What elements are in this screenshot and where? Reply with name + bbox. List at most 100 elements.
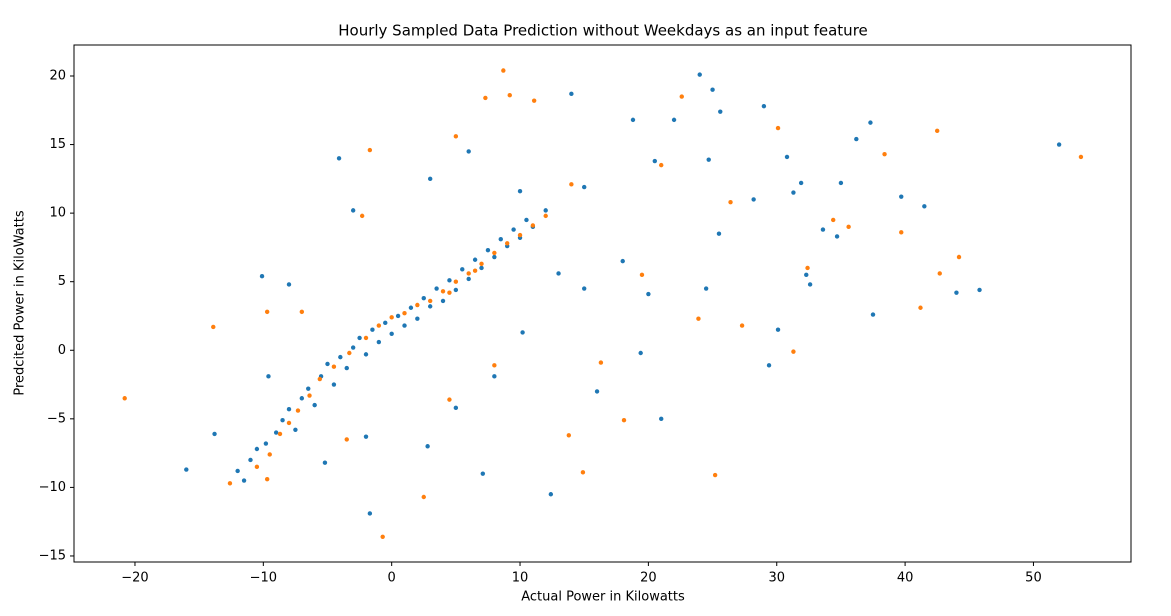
point — [791, 349, 796, 354]
point — [854, 136, 859, 142]
point — [453, 287, 459, 293]
point — [620, 258, 625, 264]
point — [899, 230, 904, 235]
x-tick-label: 20 — [640, 571, 657, 586]
point — [706, 157, 711, 162]
point — [483, 95, 488, 101]
point — [273, 430, 279, 435]
point — [504, 241, 510, 246]
point — [367, 511, 373, 516]
point — [425, 444, 430, 449]
point — [415, 302, 420, 308]
point — [376, 323, 382, 328]
chart-title: Hourly Sampled Data Prediction without W… — [338, 22, 868, 40]
point — [703, 286, 709, 291]
point — [312, 402, 317, 408]
point — [357, 335, 362, 341]
point — [517, 188, 523, 194]
point — [322, 460, 328, 465]
point — [453, 279, 459, 284]
point — [317, 376, 322, 382]
point — [716, 231, 722, 236]
point — [569, 91, 574, 97]
point — [621, 418, 627, 423]
point — [336, 156, 342, 161]
point — [524, 217, 529, 223]
point — [421, 295, 426, 301]
x-tick-label: −10 — [250, 571, 277, 586]
point — [479, 261, 484, 267]
point — [440, 298, 446, 304]
point — [263, 441, 269, 446]
x-tick-label: 10 — [512, 571, 529, 586]
point — [286, 282, 292, 287]
point — [264, 476, 270, 482]
point — [899, 194, 904, 199]
x-axis-label: Actual Power in Kilowatts — [521, 590, 685, 605]
point — [453, 134, 459, 139]
point — [710, 87, 715, 92]
point — [427, 176, 433, 182]
point — [659, 162, 664, 168]
point — [122, 396, 127, 401]
point — [1056, 142, 1062, 147]
point — [804, 272, 809, 278]
point — [466, 276, 471, 282]
point — [402, 323, 407, 328]
point — [882, 151, 887, 157]
point — [569, 182, 574, 187]
point — [266, 374, 271, 379]
point — [286, 420, 292, 426]
point — [805, 265, 810, 271]
y-tick-label: 20 — [49, 68, 66, 83]
point — [472, 257, 478, 262]
point — [761, 103, 767, 109]
point — [254, 464, 260, 470]
point — [775, 327, 781, 332]
y-tick-label: 15 — [49, 137, 66, 152]
point — [956, 254, 962, 260]
point — [697, 72, 702, 77]
point — [306, 386, 311, 391]
point — [646, 291, 651, 297]
point — [517, 232, 523, 238]
point — [679, 94, 684, 99]
point — [807, 282, 813, 287]
point — [350, 208, 356, 213]
point — [472, 268, 478, 273]
point — [530, 223, 536, 228]
point — [227, 481, 233, 486]
point — [507, 92, 512, 98]
point — [402, 311, 407, 316]
point — [594, 389, 600, 394]
point — [264, 309, 270, 315]
point — [376, 339, 382, 345]
point — [598, 360, 604, 365]
point — [659, 416, 664, 422]
y-tick-label: −10 — [39, 480, 66, 495]
point — [344, 365, 349, 371]
point — [248, 457, 253, 463]
point — [395, 313, 401, 319]
point — [784, 154, 790, 160]
point — [363, 352, 369, 357]
point — [739, 323, 745, 328]
point — [492, 250, 497, 256]
point — [696, 316, 701, 321]
point — [798, 180, 804, 186]
point — [440, 289, 446, 294]
point — [520, 330, 525, 335]
point — [838, 180, 844, 186]
point — [922, 204, 927, 209]
point — [427, 298, 433, 304]
point — [344, 437, 349, 442]
point — [492, 374, 497, 379]
point — [479, 265, 484, 271]
point — [556, 271, 561, 276]
point — [870, 312, 876, 317]
point — [280, 418, 285, 423]
point — [286, 407, 292, 412]
point — [718, 109, 723, 114]
